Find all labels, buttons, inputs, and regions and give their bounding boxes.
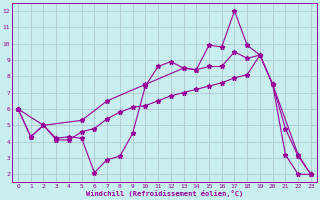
X-axis label: Windchill (Refroidissement éolien,°C): Windchill (Refroidissement éolien,°C) bbox=[86, 190, 243, 197]
